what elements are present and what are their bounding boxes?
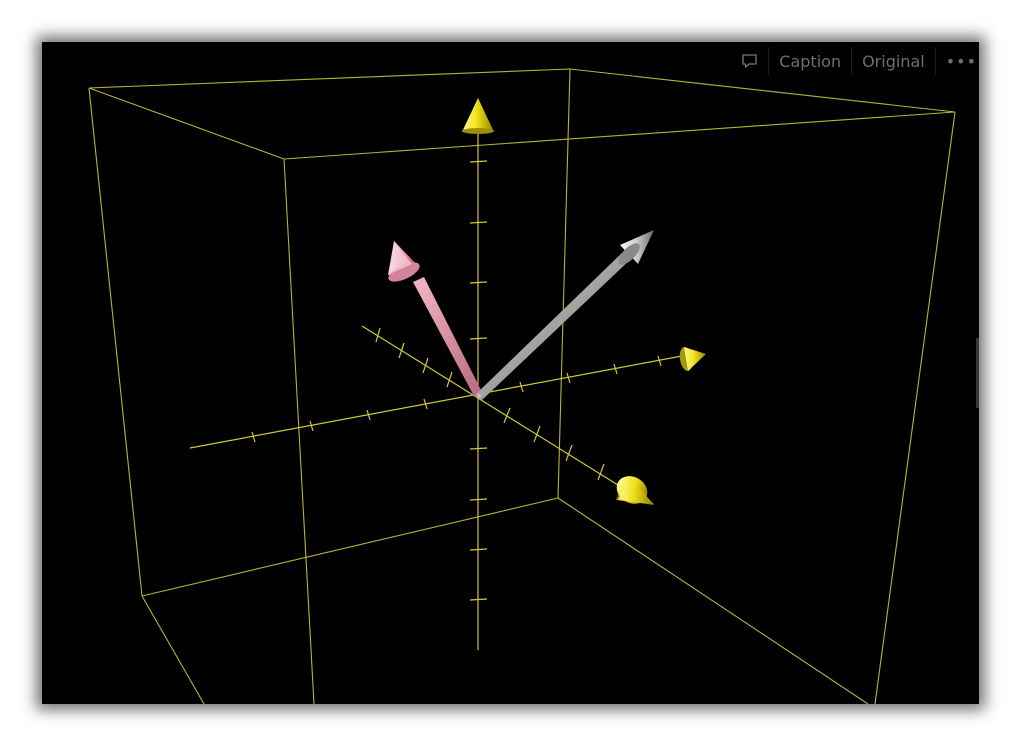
x-axis-tick — [613, 363, 618, 375]
y-axis-tick — [469, 160, 488, 163]
x-axis-arrow — [679, 347, 706, 371]
bounding-box-left-vertical — [88, 87, 143, 597]
origin-point — [477, 394, 481, 398]
z-axis-tick — [565, 444, 573, 462]
vector-gray[interactable] — [475, 230, 654, 400]
viewer-window: Caption Original ••• — [42, 42, 979, 704]
comment-button[interactable] — [731, 46, 768, 76]
bounding-box — [88, 68, 956, 704]
y-axis-tick — [469, 221, 488, 224]
z-axis-tick — [503, 407, 511, 424]
y-axis-tick — [469, 498, 488, 501]
bounding-box-front-top — [283, 111, 956, 160]
toolbar-divider — [934, 47, 936, 75]
bounding-box-left-bottom — [141, 595, 205, 704]
original-button[interactable]: Original — [862, 51, 925, 71]
z-axis-tick — [533, 425, 541, 443]
bounding-box-right-vertical — [874, 111, 956, 704]
speech-bubble-icon — [741, 53, 758, 69]
vector-pink[interactable] — [386, 241, 482, 396]
bounding-box-back-bottom-left — [141, 497, 559, 597]
x-axis-tick — [423, 398, 428, 410]
coordinate-axes — [189, 130, 683, 650]
bounding-box-back-bottom-right — [557, 497, 869, 704]
x-axis-tick — [566, 372, 571, 384]
x-axis-tick — [519, 381, 524, 393]
bounding-box-left-top — [88, 87, 285, 160]
z-axis-tick — [597, 463, 605, 481]
bounding-box-back-vertical — [557, 68, 571, 499]
x-axis-tick — [366, 409, 371, 421]
viewer-toolbar: Caption Original ••• — [731, 46, 979, 76]
bounding-box-front-left-vertical — [283, 158, 315, 704]
z-axis-tick — [422, 357, 429, 374]
y-axis-tick — [469, 337, 488, 340]
toolbar-divider — [768, 47, 770, 75]
3d-viewport[interactable] — [42, 42, 979, 704]
y-axis-tick — [469, 281, 488, 284]
z-axis-tick — [398, 342, 405, 359]
x-axis-line — [189, 355, 683, 449]
axis-ticks — [251, 160, 662, 601]
y-axis-tick — [469, 598, 488, 601]
x-axis-tick — [309, 420, 314, 432]
z-axis-tick — [375, 327, 381, 343]
toolbar-divider — [851, 47, 853, 75]
y-axis-tick — [469, 548, 488, 551]
caption-button[interactable]: Caption — [779, 51, 842, 71]
x-axis-tick — [657, 355, 662, 367]
z-axis-tick — [446, 371, 453, 388]
y-axis-arrow — [462, 98, 494, 134]
more-options-button[interactable]: ••• — [945, 51, 977, 71]
x-axis-tick — [251, 431, 256, 443]
side-panel-handle[interactable] — [976, 338, 979, 408]
z-axis-line — [361, 325, 627, 491]
y-axis-tick — [469, 447, 488, 450]
z-axis-arrow — [616, 476, 654, 505]
